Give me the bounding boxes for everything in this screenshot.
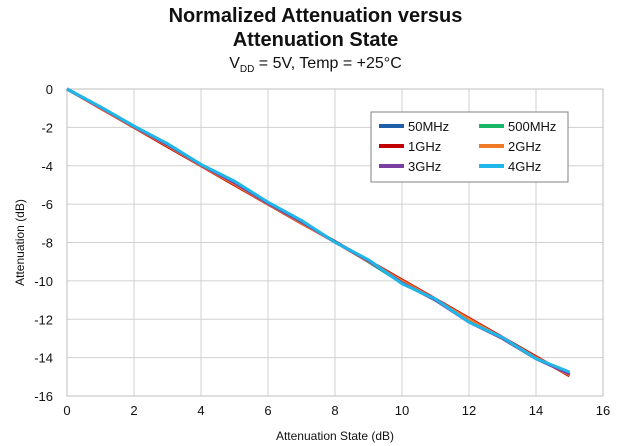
legend-label-4ghz: 4GHz	[508, 159, 541, 174]
y-tick-label: -12	[34, 312, 53, 327]
legend-label-2ghz: 2GHz	[508, 139, 541, 154]
chart-title-line-1: Normalized Attenuation versus	[168, 5, 463, 27]
x-tick-label: 14	[529, 403, 543, 418]
y-tick-label: -4	[41, 159, 53, 174]
y-tick-label: -10	[34, 274, 53, 289]
legend-label-1ghz: 1GHz	[408, 139, 441, 154]
chart-title-line-2: Attenuation State	[232, 29, 399, 51]
x-tick-label: 12	[462, 403, 476, 418]
plot-area-border	[66, 88, 604, 397]
y-tick-label: -16	[34, 389, 53, 404]
y-tick-label: -8	[41, 236, 53, 251]
y-tick-label: -14	[34, 351, 53, 366]
y-axis-label: Attenuation (dB)	[13, 199, 27, 286]
y-tick-label: -2	[41, 120, 53, 135]
x-tick-label: 0	[63, 403, 70, 418]
x-tick-label: 6	[264, 403, 271, 418]
legend-label-3ghz: 3GHz	[408, 159, 441, 174]
y-tick-label: 0	[46, 82, 53, 97]
x-tick-label: 8	[331, 403, 338, 418]
x-tick-label: 2	[130, 403, 137, 418]
x-tick-label: 10	[395, 403, 409, 418]
legend-label-500mhz: 500MHz	[508, 119, 556, 134]
subtitle-conditions: = 5V, Temp = +25°C	[254, 55, 402, 72]
subtitle-subscript: DD	[239, 64, 255, 76]
x-tick-label: 16	[596, 403, 610, 418]
subtitle-v: V	[229, 55, 240, 72]
x-axis-label: Attenuation State (dB)	[276, 429, 394, 443]
chart-subtitle: VDD = 5V, Temp = +25°C	[0, 55, 631, 75]
y-tick-label: -6	[41, 197, 53, 212]
series-line-4ghz	[66, 87, 571, 374]
legend-label-50mhz: 50MHz	[408, 119, 449, 134]
x-tick-label: 4	[197, 403, 204, 418]
